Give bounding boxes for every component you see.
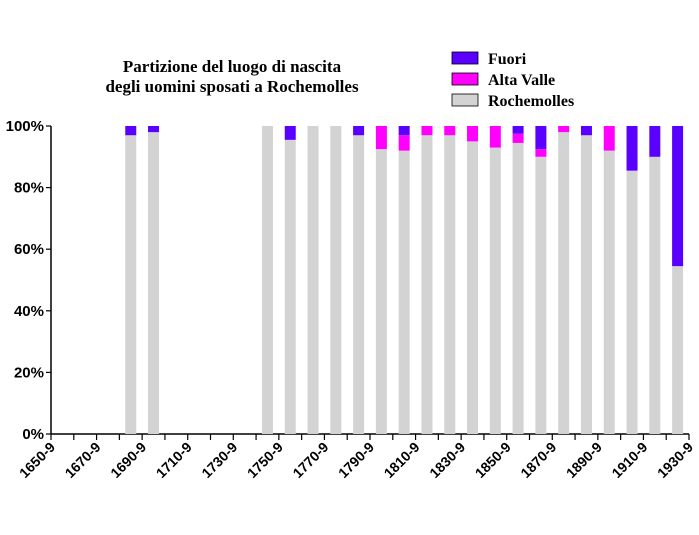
bar-fuori	[580, 126, 592, 136]
bar-fuori	[284, 126, 296, 140]
bar-rochemolles	[125, 135, 137, 435]
bar-fuori	[353, 126, 365, 136]
bar-rochemolles	[148, 132, 160, 434]
bar-rochemolles	[353, 135, 365, 435]
bar-fuori	[626, 126, 638, 171]
x-tick-label: 1770-9	[289, 439, 331, 481]
legend-swatch-fuori	[451, 51, 479, 65]
bar-fuori	[398, 126, 410, 136]
x-tick-label: 1690-9	[107, 439, 149, 481]
chart-title-line-2: degli uomini sposati a Rochemolles	[105, 77, 359, 96]
x-tick-label: 1870-9	[517, 439, 559, 481]
bar-rochemolles	[375, 149, 387, 434]
bar-alta-valle	[489, 126, 501, 148]
y-tick-label: 80%	[14, 180, 44, 197]
plot-axes	[46, 125, 690, 440]
x-tick-label: 1730-9	[198, 439, 240, 481]
x-tick-label: 1830-9	[426, 439, 468, 481]
bar-rochemolles	[467, 141, 479, 434]
x-tick-label: 1930-9	[654, 439, 696, 481]
bar-rochemolles	[672, 266, 684, 434]
bar-fuori	[535, 126, 547, 150]
bar-rochemolles	[307, 126, 319, 434]
x-tick-label: 1670-9	[62, 439, 104, 481]
y-tick-label: 20%	[14, 364, 44, 381]
x-tick-label: 1910-9	[608, 439, 650, 481]
y-tick-label: 0%	[22, 426, 44, 443]
bar-fuori	[125, 126, 137, 136]
bar-alta-valle	[444, 126, 456, 136]
legend-label-rochemolles: Rochemolles	[488, 93, 574, 110]
bar-alta-valle	[375, 126, 387, 150]
y-tick-label: 40%	[14, 303, 44, 320]
bars	[125, 126, 684, 435]
bar-alta-valle	[398, 135, 410, 151]
bar-alta-valle	[535, 149, 547, 157]
x-tick-label: 1650-9	[16, 439, 58, 481]
bar-rochemolles	[603, 150, 615, 434]
x-tick-label: 1810-9	[381, 439, 423, 481]
bar-rochemolles	[489, 147, 501, 434]
x-tick-label: 1710-9	[153, 439, 195, 481]
tick-labels: 0% 20% 40% 60% 80% 100% 1650-9 1670-9 1690-9 1710…	[6, 118, 697, 481]
x-tick-label: 1890-9	[563, 439, 605, 481]
bar-rochemolles	[444, 135, 456, 435]
x-tick-label: 1850-9	[472, 439, 514, 481]
bar-rochemolles	[421, 135, 433, 435]
bar-rochemolles	[626, 170, 638, 434]
bar-rochemolles	[330, 126, 342, 434]
legend-label-fuori: Fuori	[488, 51, 527, 68]
bar-alta-valle	[512, 133, 524, 143]
x-tick-label: 1750-9	[244, 439, 286, 481]
bar-alta-valle	[467, 126, 479, 142]
bar-fuori	[512, 126, 524, 134]
bar-alta-valle	[421, 126, 433, 136]
bar-rochemolles	[398, 150, 410, 434]
legend-swatch-rochemolles	[451, 93, 479, 107]
bar-rochemolles	[558, 132, 570, 434]
bar-alta-valle	[558, 126, 570, 133]
bar-rochemolles	[261, 126, 273, 434]
chart-title: Partizione del luogo di nascita degli uo…	[105, 57, 359, 96]
bar-rochemolles	[284, 139, 296, 435]
legend-label-alta-valle: Alta Valle	[488, 72, 555, 89]
chart-title-line-1: Partizione del luogo di nascita	[123, 57, 342, 76]
x-tick-label: 1790-9	[335, 439, 377, 481]
legend: Fuori Alta Valle Rochemolles	[451, 51, 574, 110]
bar-rochemolles	[649, 156, 661, 435]
bar-rochemolles	[535, 156, 547, 435]
legend-swatch-alta-valle	[451, 72, 479, 86]
bar-alta-valle	[603, 126, 615, 151]
bar-fuori	[148, 126, 160, 133]
y-tick-label: 100%	[6, 118, 44, 135]
bar-fuori	[649, 126, 661, 157]
bar-fuori	[672, 126, 684, 267]
bar-rochemolles	[580, 135, 592, 435]
bar-rochemolles	[512, 142, 524, 434]
y-tick-label: 60%	[14, 241, 44, 258]
